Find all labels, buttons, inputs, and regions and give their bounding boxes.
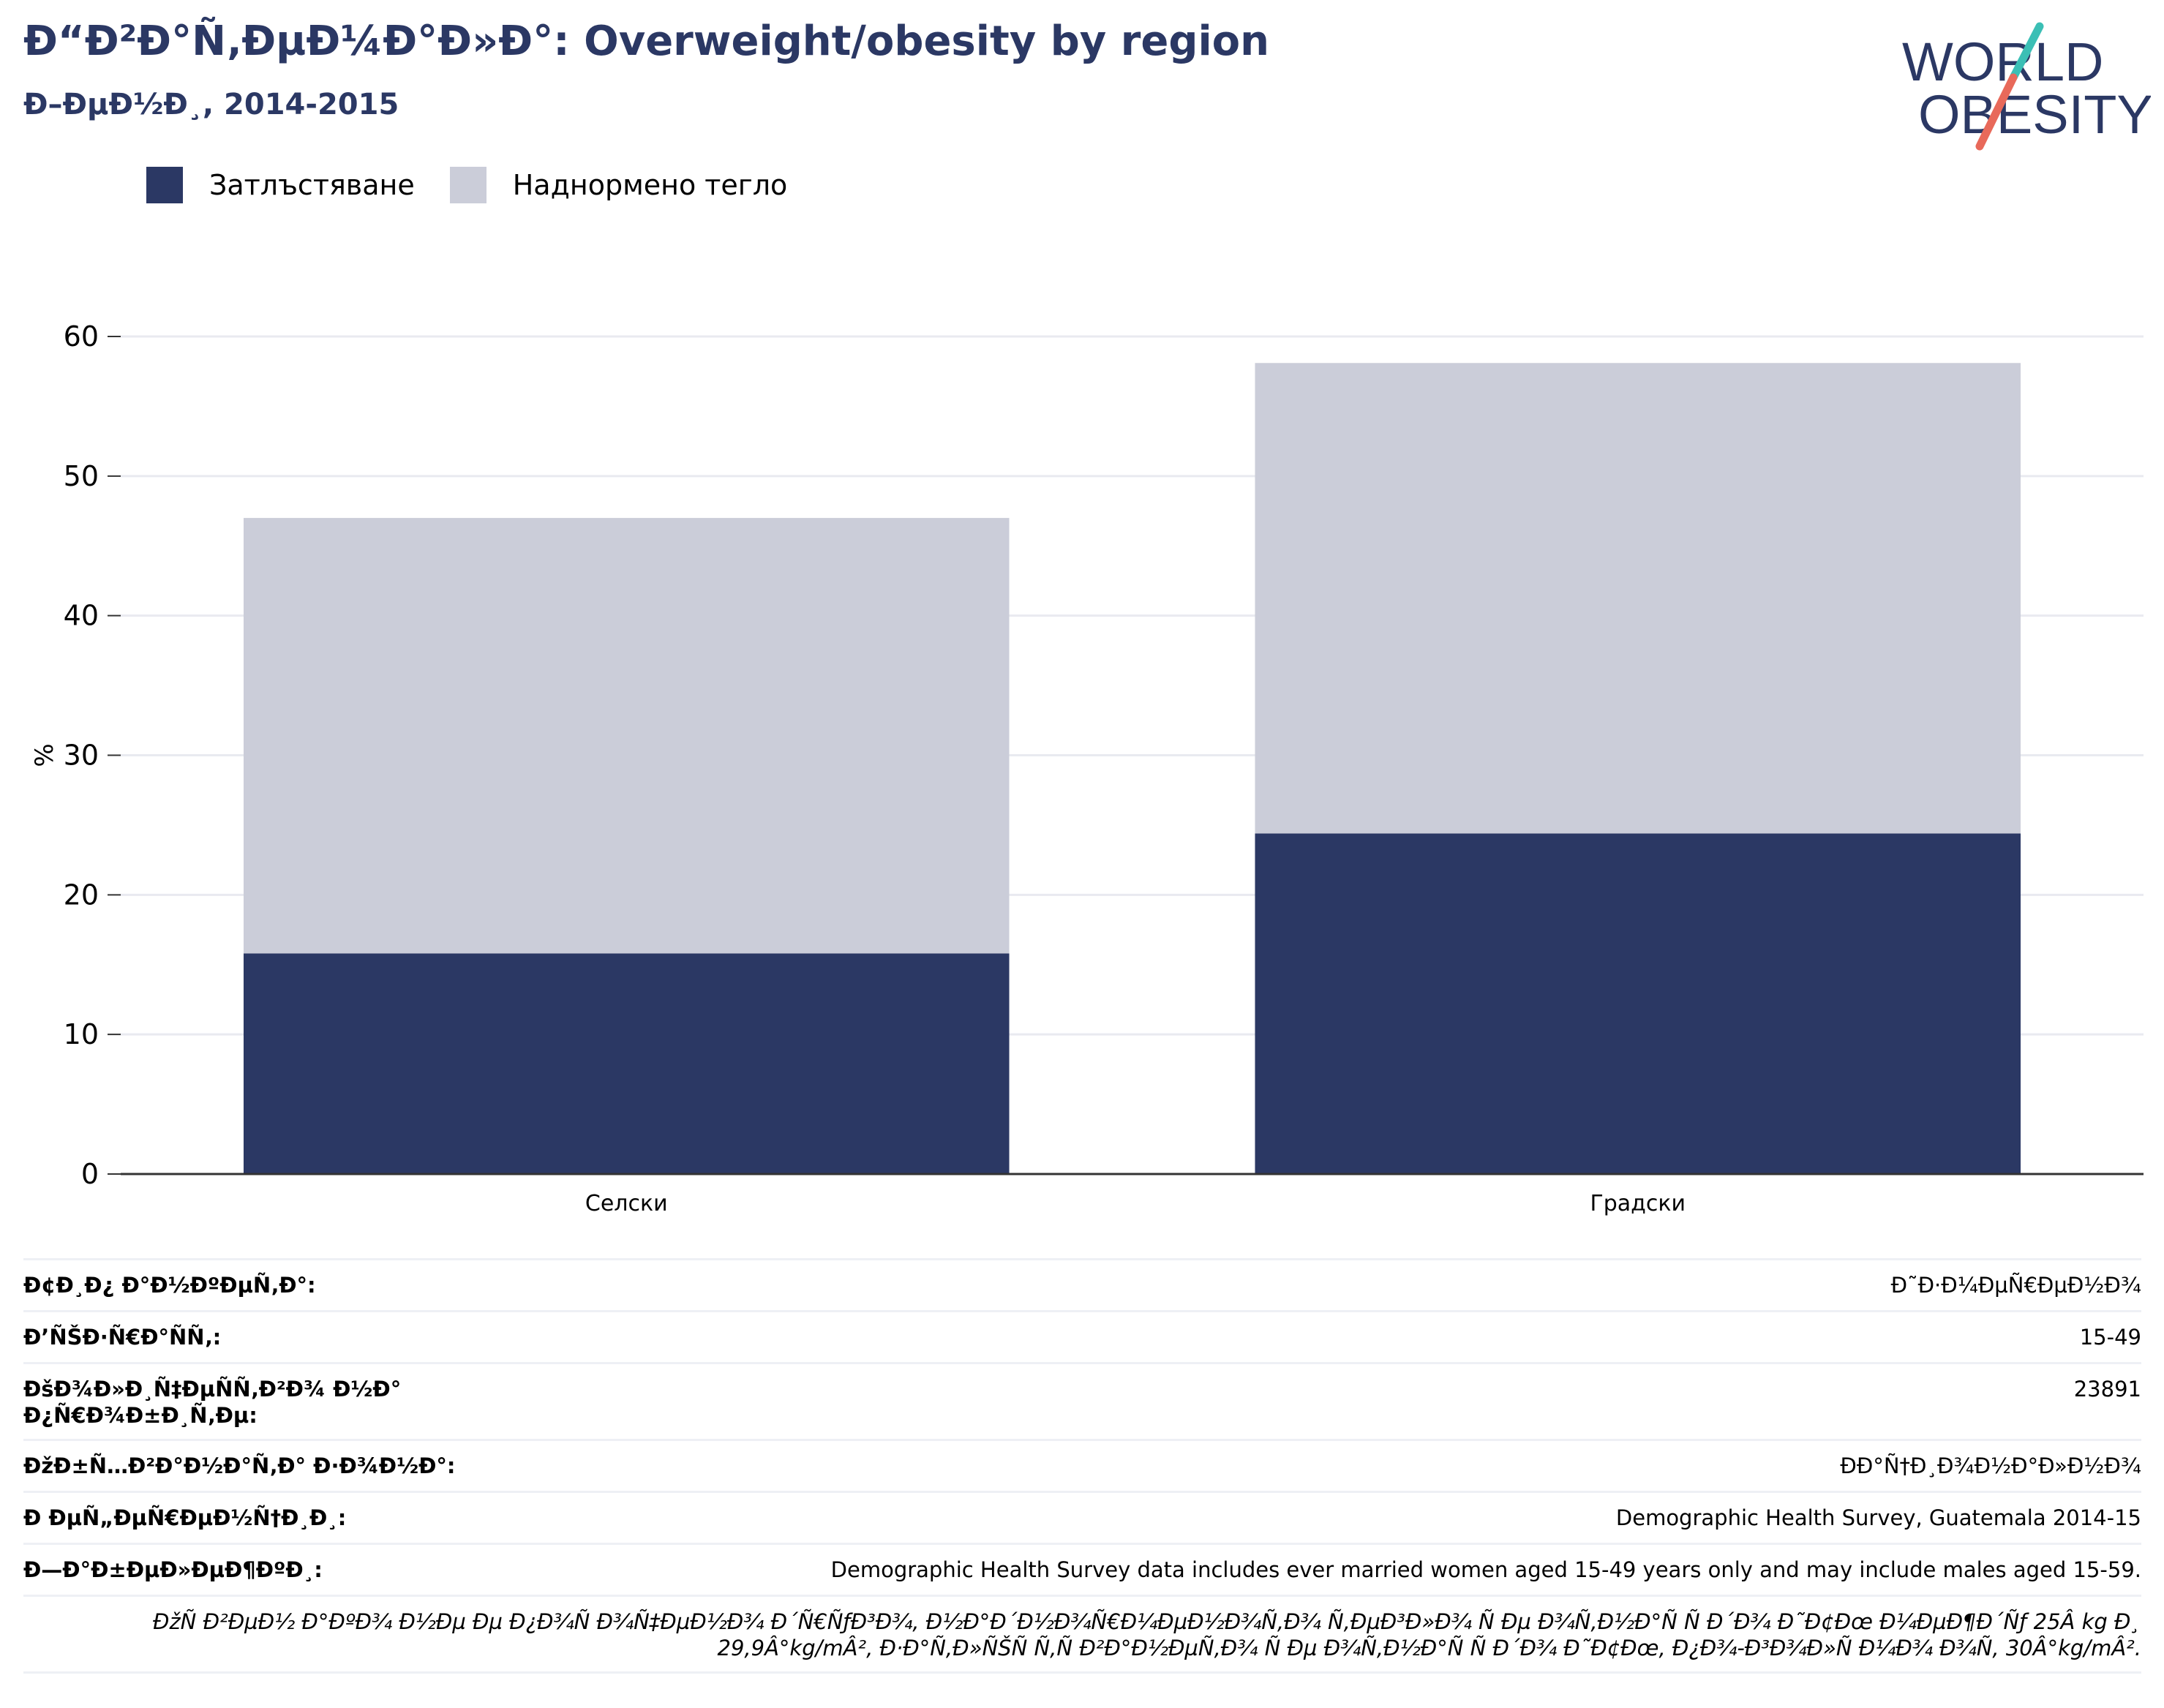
legend-item-overweight: Наднормено тегло [449, 167, 805, 203]
bar-overweight-1 [1255, 363, 2021, 834]
meta-footnote: ÐžÑ Ð²ÐµÐ½ Ð°ÐºÐ¾ Ð½Ðµ Ðµ Ð¿Ð¾Ñ Ð¾Ñ‡ÐµÐ½… [152, 1609, 2141, 1660]
meta-label: Ð—Ð°Ð±ÐµÐ»ÐµÐ¶ÐºÐ¸: [23, 1557, 323, 1582]
bar-overweight-0 [243, 518, 1010, 954]
meta-label: ÐžÐ±Ñ…Ð²Ð°Ð½Ð°Ñ‚Ð° Ð·Ð¾Ð½Ð°: [23, 1453, 456, 1478]
legend-label-obesity: Затлъстяване [209, 169, 415, 201]
meta-label: Ð’ÑŠÐ·Ñ€Ð°ÑÑ‚: [23, 1325, 222, 1350]
legend-label-overweight: Наднормено тегло [512, 169, 788, 201]
world-obesity-logo: WORLD OBESITY [1902, 22, 2151, 151]
legend-swatch-obesity [146, 167, 183, 203]
stacked-bar-chart: 0 10 20 30 40 50 60% Селски Градски [30, 320, 2144, 1216]
meta-value: Ð˜Ð·Ð¼ÐµÑ€ÐµÐ½Ð¾ [1890, 1273, 2141, 1298]
page-subtitle: Ð–ÐµÐ½Ð¸, 2014-2015 [23, 88, 399, 121]
y-tick-label: 60 [64, 320, 99, 353]
meta-value: 23891 [2073, 1377, 2141, 1402]
chart-legend: Затлъстяване Наднормено тегло [146, 167, 822, 203]
logo-line-world: WORLD [1902, 31, 2103, 92]
page-title: Ð“Ð²Ð°Ñ‚ÐµÐ¼Ð°Ð»Ð°: Overweight/obesity b… [23, 18, 1270, 65]
logo-slash-bottom [1975, 73, 2018, 151]
y-tick-label: 0 [81, 1158, 99, 1190]
bar-obesity-1 [1255, 833, 2021, 1174]
survey-metadata-table: Ð¢Ð¸Ð¿ Ð°Ð½ÐºÐµÑ‚Ð°: Ð˜Ð·Ð¼ÐµÑ€ÐµÐ½Ð¾ Ð’… [23, 1258, 2141, 1674]
y-tick-label: 40 [64, 600, 99, 632]
logo-line-obesity: OBESITY [1918, 84, 2151, 145]
meta-row-references: Ð ÐµÑ„ÐµÑ€ÐµÐ½Ñ†Ð¸Ð¸: Demographic Health… [23, 1491, 2141, 1543]
meta-row-age: Ð’ÑŠÐ·Ñ€Ð°ÑÑ‚: 15-49 [23, 1310, 2141, 1362]
meta-row-footnote: ÐžÑ Ð²ÐµÐ½ Ð°ÐºÐ¾ Ð½Ðµ Ðµ Ð¿Ð¾Ñ Ð¾Ñ‡ÐµÐ½… [23, 1595, 2141, 1674]
meta-row-notes: Ð—Ð°Ð±ÐµÐ»ÐµÐ¶ÐºÐ¸: Demographic Health S… [23, 1543, 2141, 1595]
y-tick-label: 50 [64, 460, 99, 492]
logo-slash-top [2009, 22, 2044, 82]
legend-item-obesity: Затлъстяване [146, 167, 432, 203]
meta-value: Demographic Health Survey data includes … [830, 1557, 2141, 1582]
meta-label: Ð¢Ð¸Ð¿ Ð°Ð½ÐºÐµÑ‚Ð°: [23, 1273, 316, 1298]
x-tick-label: Селски [585, 1191, 668, 1216]
meta-label: ÐšÐ¾Ð»Ð¸Ñ‡ÐµÑÑ‚Ð²Ð¾ Ð½Ð° Ð¿Ñ€Ð¾Ð±Ð¸Ñ‚Ðµ: [23, 1377, 402, 1428]
meta-row-area-covered: ÐžÐ±Ñ…Ð²Ð°Ð½Ð°Ñ‚Ð° Ð·Ð¾Ð½Ð°: ÐÐ°Ñ†Ð¸Ð¾Ð½… [23, 1439, 2141, 1491]
legend-swatch-overweight [449, 167, 486, 203]
y-tick-label: 30 [64, 740, 99, 772]
meta-value: ÐÐ°Ñ†Ð¸Ð¾Ð½Ð°Ð»Ð½Ð¾ [1840, 1453, 2141, 1478]
meta-row-sample-size: ÐšÐ¾Ð»Ð¸Ñ‡ÐµÑÑ‚Ð²Ð¾ Ð½Ð° Ð¿Ñ€Ð¾Ð±Ð¸Ñ‚Ðµ:… [23, 1362, 2141, 1439]
meta-label: Ð ÐµÑ„ÐµÑ€ÐµÐ½Ñ†Ð¸Ð¸: [23, 1505, 347, 1530]
meta-row-survey-type: Ð¢Ð¸Ð¿ Ð°Ð½ÐºÐµÑ‚Ð°: Ð˜Ð·Ð¼ÐµÑ€ÐµÐ½Ð¾ [23, 1258, 2141, 1310]
meta-value: Demographic Health Survey, Guatemala 201… [1615, 1505, 2141, 1530]
bar-obesity-0 [243, 953, 1010, 1174]
y-tick-label: 20 [64, 879, 99, 911]
y-tick-label: 10 [64, 1018, 99, 1050]
meta-value: 15-49 [2079, 1325, 2141, 1350]
y-axis-label: % [30, 743, 59, 767]
x-tick-label: Градски [1590, 1191, 1686, 1216]
